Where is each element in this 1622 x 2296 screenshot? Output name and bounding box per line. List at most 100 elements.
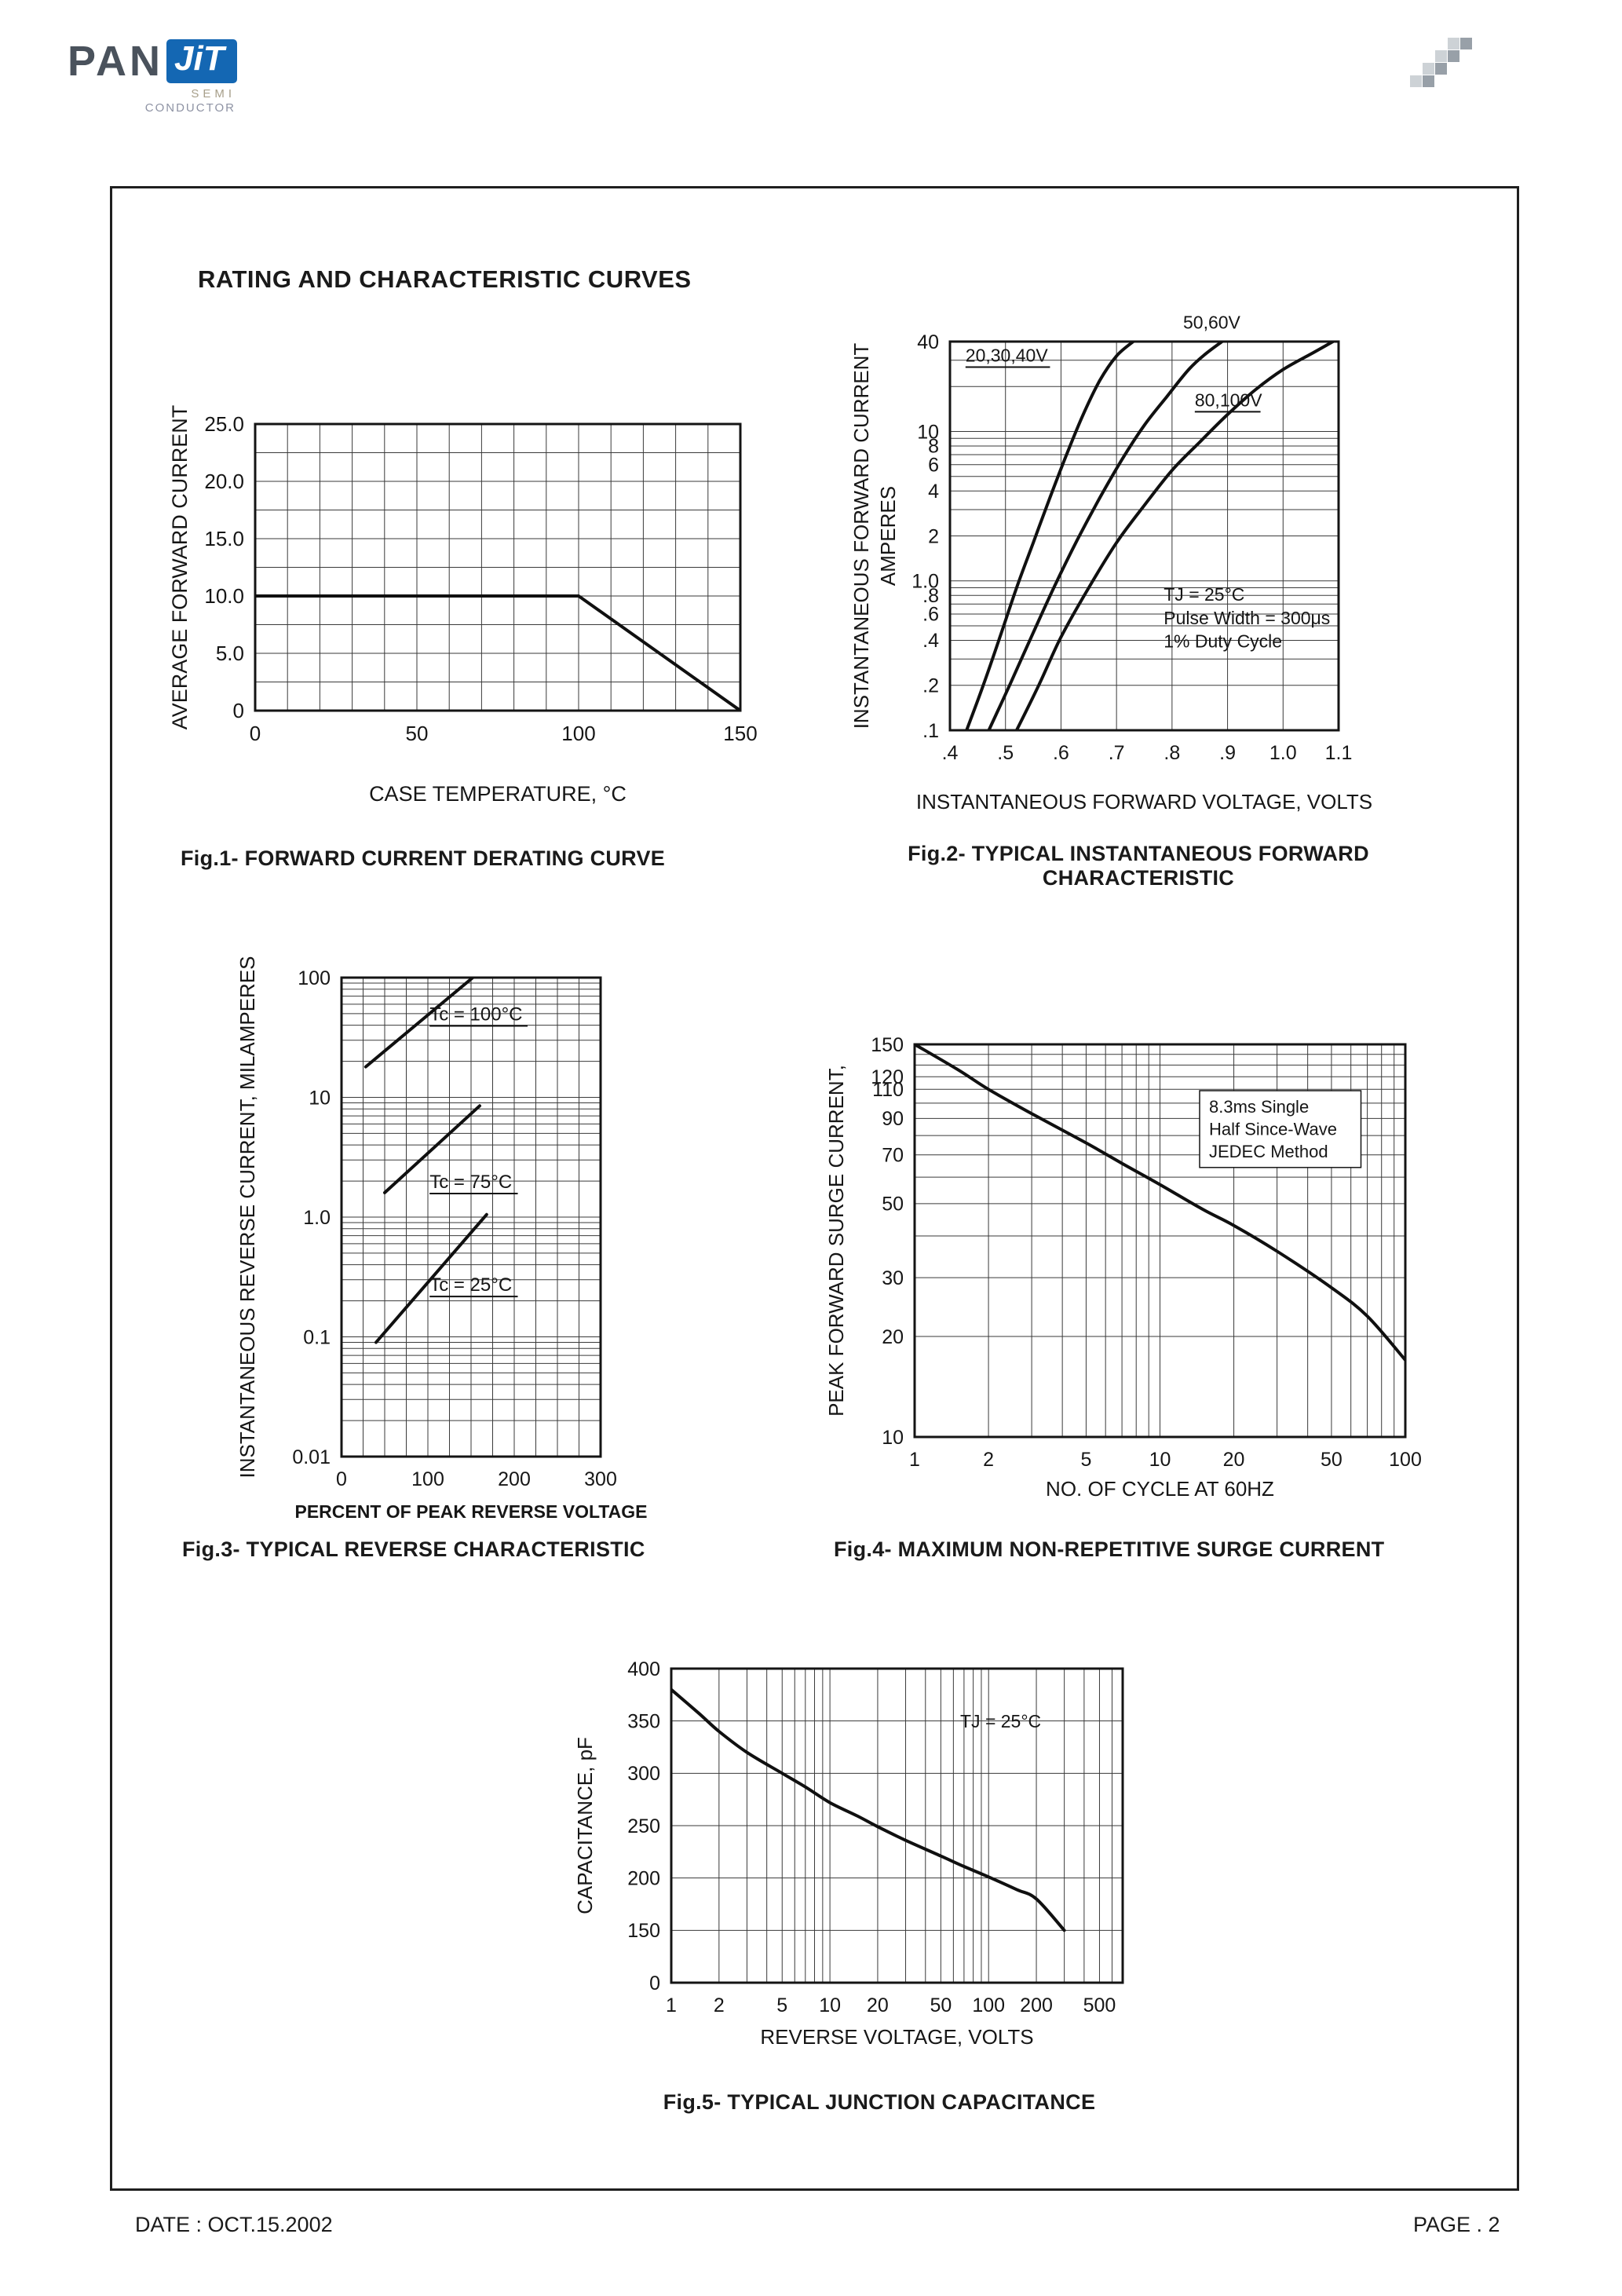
svg-text:5.0: 5.0 [216, 642, 244, 665]
svg-text:6: 6 [928, 454, 939, 476]
svg-text:.4: .4 [922, 630, 939, 652]
svg-text:4: 4 [928, 481, 939, 503]
svg-text:10: 10 [309, 1087, 331, 1109]
svg-text:.1: .1 [922, 720, 939, 742]
svg-text:2: 2 [983, 1449, 994, 1471]
logo-subtitle: SEMI CONDUCTOR [68, 87, 236, 115]
svg-text:INSTANTANEOUS FORWARD CURRENT: INSTANTANEOUS FORWARD CURRENT [849, 343, 873, 729]
svg-text:1.0: 1.0 [303, 1207, 331, 1229]
svg-text:200: 200 [1020, 1994, 1053, 2016]
svg-text:0: 0 [250, 722, 261, 745]
svg-text:70: 70 [882, 1144, 904, 1166]
svg-text:TJ = 25°C: TJ = 25°C [960, 1711, 1041, 1731]
svg-text:.8: .8 [922, 585, 939, 607]
svg-text:10: 10 [882, 1427, 904, 1449]
fig2-instantaneous-forward-chart: .4.5.6.7.8.9 1.0 1.1401086421.0.8.6.4.2.1I… [849, 312, 1372, 813]
svg-text:20: 20 [1223, 1449, 1245, 1471]
svg-text:400: 400 [627, 1658, 660, 1680]
svg-text:8: 8 [928, 436, 939, 458]
svg-text:1% Duty Cycle: 1% Duty Cycle [1164, 631, 1282, 652]
svg-text:40: 40 [917, 331, 939, 353]
svg-text:100: 100 [298, 967, 331, 989]
svg-text:0.1: 0.1 [303, 1326, 331, 1348]
svg-text:0: 0 [649, 1972, 660, 1994]
footer-page-number: PAGE . 2 [1413, 2213, 1500, 2236]
svg-text:INSTANTANEOUS REVERSE CURRENT,: INSTANTANEOUS REVERSE CURRENT, MILAMPERE… [236, 956, 259, 1478]
svg-text:.8: .8 [1164, 742, 1180, 764]
svg-text:10: 10 [1149, 1449, 1171, 1471]
svg-text:100: 100 [411, 1468, 444, 1490]
svg-text:300: 300 [584, 1468, 617, 1490]
svg-text:25.0: 25.0 [204, 412, 244, 436]
svg-text:1.0: 1.0 [911, 571, 939, 593]
svg-text:90: 90 [882, 1108, 904, 1130]
svg-text:0.01: 0.01 [292, 1446, 331, 1468]
footer-date: DATE : OCT.15.2002 [135, 2213, 333, 2236]
logo-pan-text: PAN [68, 38, 164, 85]
svg-text:15.0: 15.0 [204, 527, 244, 550]
fig3-caption: Fig.3- TYPICAL REVERSE CHARACTERISTIC [182, 1537, 645, 1561]
svg-text:50,60V: 50,60V [1183, 312, 1241, 332]
checker-decoration-icon [1410, 38, 1472, 87]
svg-text:AVERAGE FORWARD CURRENT: AVERAGE FORWARD CURRENT [168, 405, 192, 730]
document-frame [110, 186, 1519, 2191]
logo-jit-badge: JiT [166, 39, 237, 83]
svg-text:Pulse Width = 300μs: Pulse Width = 300μs [1164, 608, 1330, 628]
svg-text:CASE TEMPERATURE, °C: CASE TEMPERATURE, °C [369, 782, 627, 806]
svg-text:1.1: 1.1 [1325, 742, 1353, 764]
svg-text:80,100V: 80,100V [1195, 389, 1262, 410]
svg-text:Half Since-Wave: Half Since-Wave [1209, 1120, 1337, 1139]
svg-text:.2: .2 [922, 675, 939, 696]
svg-text:20: 20 [867, 1994, 889, 2016]
svg-text:50: 50 [406, 722, 429, 745]
svg-text:100: 100 [1389, 1449, 1422, 1471]
svg-text:150: 150 [723, 722, 757, 745]
svg-text:250: 250 [627, 1815, 660, 1837]
svg-text:20,30,40V: 20,30,40V [966, 345, 1049, 365]
page-title: RATING AND CHARACTERISTIC CURVES [198, 265, 692, 293]
svg-text:2: 2 [714, 1994, 725, 2016]
svg-text:0: 0 [336, 1468, 347, 1490]
logo-subtitle-semi: SEMI [191, 87, 236, 101]
svg-text:200: 200 [627, 1867, 660, 1889]
fig4-caption: Fig.4- MAXIMUM NON-REPETITIVE SURGE CURR… [834, 1537, 1385, 1561]
fig1-caption: Fig.1- FORWARD CURRENT DERATING CURVE [181, 846, 666, 870]
svg-text:.9: .9 [1219, 742, 1236, 764]
svg-text:5: 5 [776, 1994, 787, 2016]
svg-text:AMPERES: AMPERES [876, 486, 900, 586]
svg-text:1: 1 [666, 1994, 677, 2016]
svg-text:300: 300 [627, 1763, 660, 1785]
svg-text:10: 10 [819, 1994, 841, 2016]
fig1-forward-current-derating-chart: 0 50 100 150 0 5.0 10.0 15.0 20.0 25.0 CASE TEMPER… [168, 405, 758, 806]
svg-text:CAPACITANCE, pF: CAPACITANCE, pF [573, 1737, 597, 1914]
svg-text:REVERSE VOLTAGE, VOLTS: REVERSE VOLTAGE, VOLTS [760, 2025, 1033, 2049]
svg-text:50: 50 [1321, 1449, 1343, 1471]
svg-text:1: 1 [909, 1449, 920, 1471]
svg-text:50: 50 [882, 1194, 904, 1216]
logo-row: PAN JiT [68, 39, 237, 83]
svg-text:150: 150 [871, 1034, 904, 1056]
svg-text:PEAK FORWARD SURGE CURRENT,: PEAK FORWARD SURGE CURRENT, [824, 1065, 848, 1417]
svg-text:Tc = 100°C: Tc = 100°C [429, 1004, 522, 1026]
svg-text:120: 120 [871, 1066, 904, 1088]
svg-text:5: 5 [1080, 1449, 1091, 1471]
svg-text:30: 30 [882, 1267, 904, 1289]
fig3-reverse-characteristic-chart: 0 100 200 300 100 10 1.0 0.1 0.01 PERCENT OF PEAK… [236, 956, 648, 1522]
svg-text:Tc = 25°C: Tc = 25°C [429, 1274, 512, 1296]
svg-text:20: 20 [882, 1326, 904, 1348]
svg-text:10: 10 [917, 421, 939, 443]
fig2-caption: Fig.2- TYPICAL INSTANTANEOUS FORWARD CHA… [908, 842, 1369, 890]
svg-text:Tc = 75°C: Tc = 75°C [429, 1172, 512, 1193]
svg-text:500: 500 [1083, 1994, 1116, 2016]
svg-text:.5: .5 [997, 742, 1014, 764]
fig5-caption: Fig.5- TYPICAL JUNCTION CAPACITANCE [663, 2090, 1096, 2114]
svg-text:PERCENT OF PEAK REVERSE VOLTAG: PERCENT OF PEAK REVERSE VOLTAGE [295, 1501, 648, 1522]
svg-text:JEDEC Method: JEDEC Method [1209, 1142, 1328, 1161]
fig5-junction-capacitance-chart: 1 2 5 10 20 50 100 200 500 0 150 200 250 300 350 400 REV… [573, 1658, 1124, 2049]
svg-text:50: 50 [930, 1994, 952, 2016]
svg-text:110: 110 [872, 1079, 904, 1101]
svg-text:350: 350 [627, 1710, 660, 1732]
svg-text:10.0: 10.0 [204, 584, 244, 608]
